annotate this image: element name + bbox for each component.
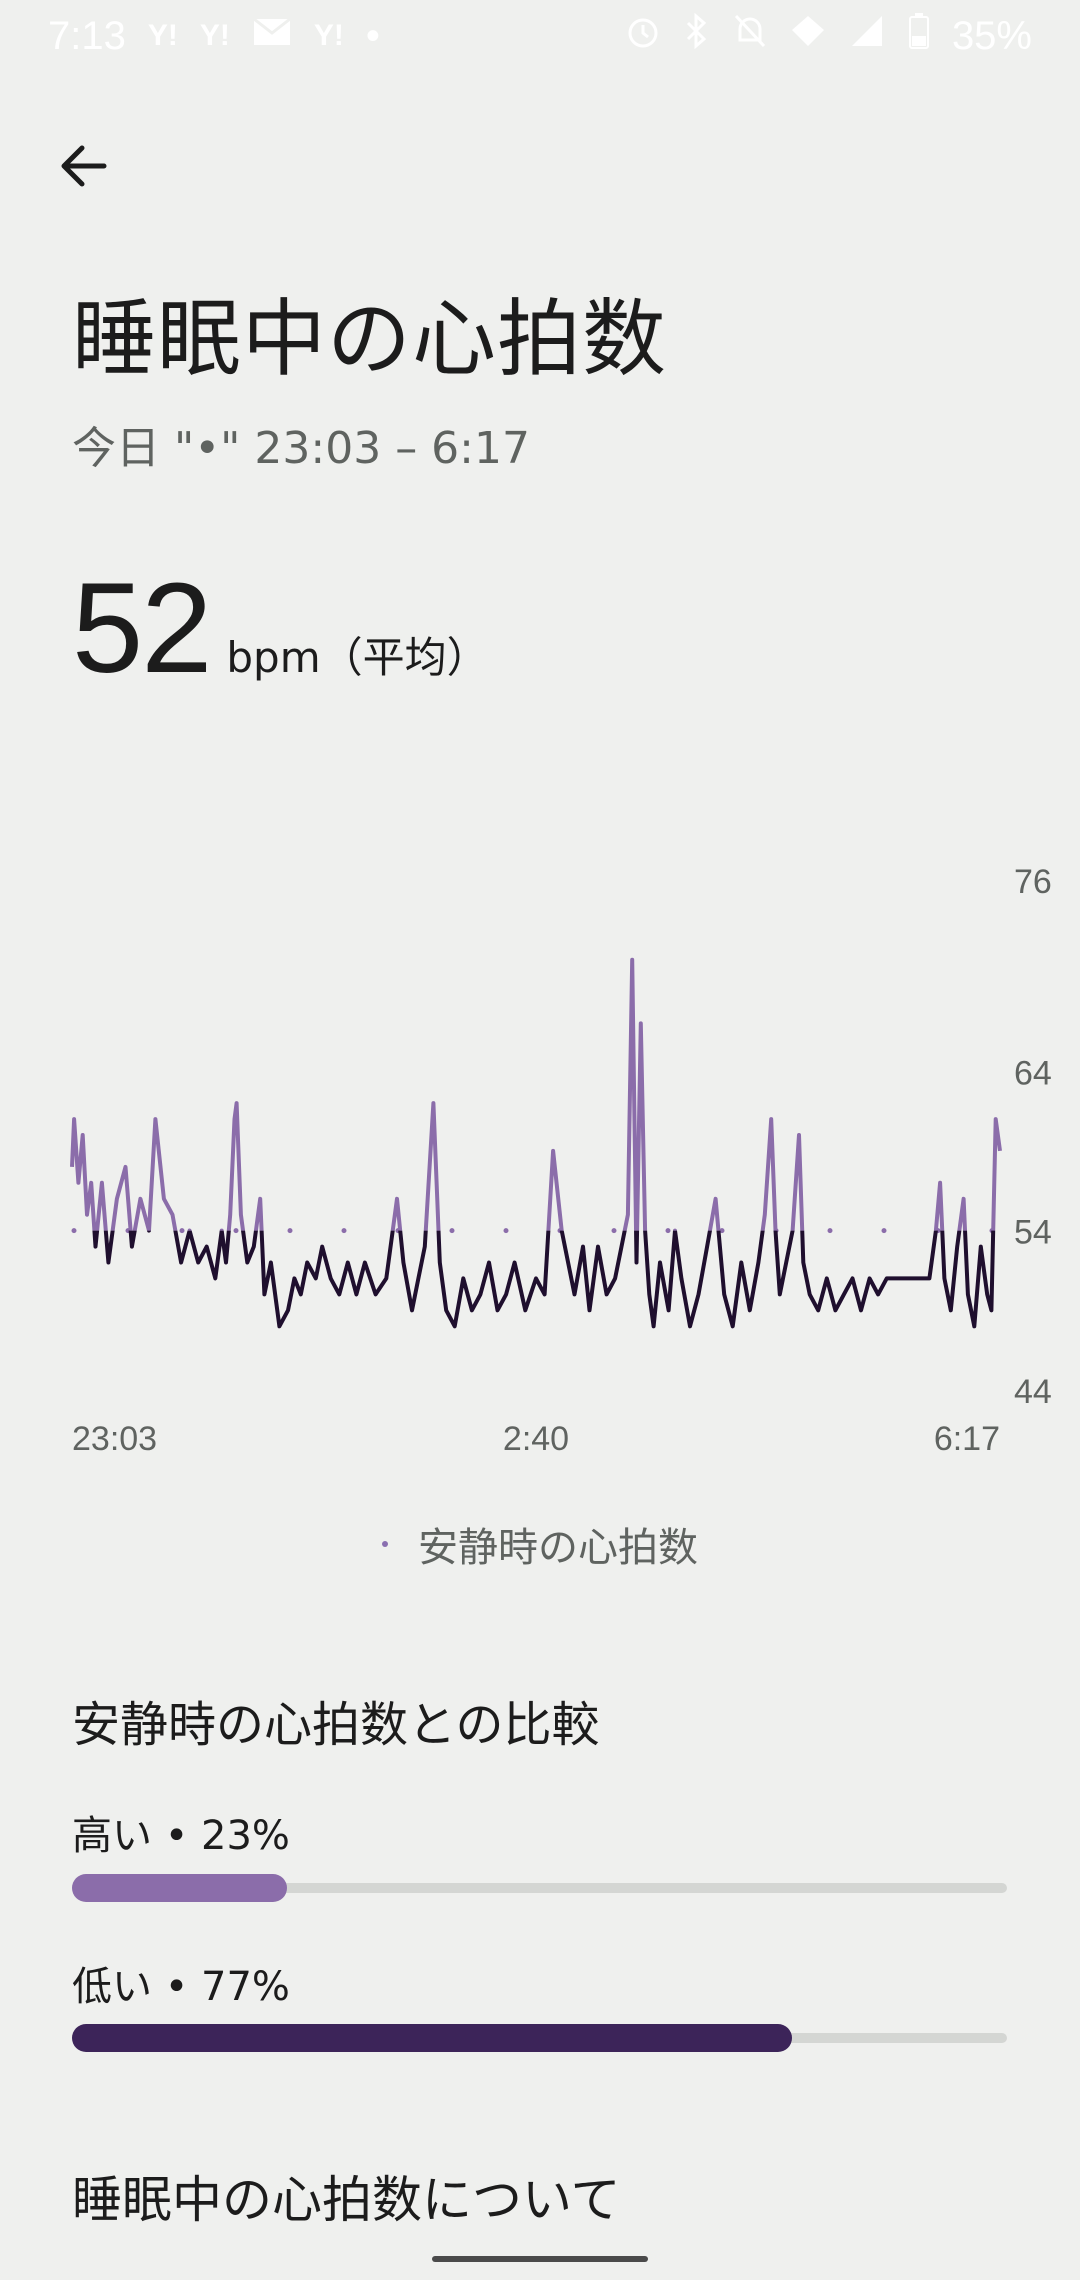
alarm-icon [624, 12, 662, 60]
arrow-back-icon [61, 145, 107, 187]
resting-rate-dot [719, 1228, 725, 1234]
battery-icon [908, 12, 930, 60]
chart-legend: 安静時の心拍数 [0, 1515, 1080, 1573]
average-heart-rate: 52 bpm（平均） [72, 555, 489, 702]
x-tick-label: 23:03 [72, 1420, 157, 1458]
resting-rate-dot [611, 1228, 617, 1234]
y-tick-label: 44 [1014, 1373, 1052, 1411]
status-right: 35% [624, 12, 1032, 60]
page-title: 睡眠中の心拍数 [72, 290, 668, 388]
high-progress-fill [72, 1874, 288, 1902]
y-tick-label: 76 [1014, 863, 1052, 901]
resting-rate-dot [449, 1228, 455, 1234]
bluetooth-icon [684, 12, 710, 60]
yahoo-notification-icon: Y! [199, 19, 230, 52]
yahoo-notification-icon: Y! [147, 19, 178, 52]
status-left: 7:13 Y! Y! Y! • [48, 13, 380, 59]
high-progress-bar [72, 1874, 1007, 1902]
resting-rate-dot [71, 1228, 77, 1234]
yahoo-notification-icon: Y! [313, 19, 344, 52]
status-time: 7:13 [48, 13, 126, 58]
home-indicator[interactable] [432, 2256, 648, 2262]
x-tick-label: 6:17 [934, 1420, 1000, 1458]
notifications-off-icon [732, 12, 768, 60]
heart-rate-chart[interactable]: 76 64 54 44 23:03 2:40 6:17 [0, 850, 1080, 1470]
average-value: 52 [72, 557, 212, 700]
low-progress-bar [72, 2024, 1007, 2052]
wifi-data-icon [790, 12, 826, 60]
resting-rate-dot [827, 1228, 833, 1234]
about-section-title[interactable]: 睡眠中の心拍数について [72, 2171, 621, 2229]
status-bar: 7:13 Y! Y! Y! • 35% [0, 0, 1080, 72]
average-unit: bpm（平均） [226, 633, 489, 682]
resting-rate-dot [179, 1228, 185, 1234]
low-progress-fill [72, 2024, 792, 2052]
comparison-title: 安静時の心拍数との比較 [72, 1697, 600, 1753]
y-tick-label: 64 [1014, 1054, 1052, 1092]
heart-rate-line-above-resting [70, 957, 1002, 1231]
legend-label: 安静時の心拍数 [418, 1525, 698, 1571]
back-button[interactable] [48, 130, 120, 202]
resting-rate-dot [503, 1228, 509, 1234]
signal-icon [848, 12, 886, 60]
resting-rate-dot [881, 1228, 887, 1234]
high-label: 高い • 23% [72, 1813, 290, 1859]
resting-rate-dot [341, 1228, 347, 1234]
date-range-subtitle: 今日 "•" 23:03 – 6:17 [72, 423, 530, 474]
low-label: 低い • 77% [72, 1964, 290, 2010]
resting-rate-dot [233, 1228, 239, 1234]
heart-rate-line-below-resting [92, 1230, 996, 1329]
y-tick-label: 54 [1014, 1214, 1052, 1252]
mail-icon [252, 13, 292, 59]
x-tick-label: 2:40 [503, 1420, 569, 1458]
resting-rate-dot [665, 1228, 671, 1234]
battery-percent: 35% [951, 13, 1032, 58]
resting-rate-dot [287, 1228, 293, 1234]
legend-dot-icon [382, 1541, 388, 1547]
more-notifications-dot-icon: • [365, 13, 380, 58]
